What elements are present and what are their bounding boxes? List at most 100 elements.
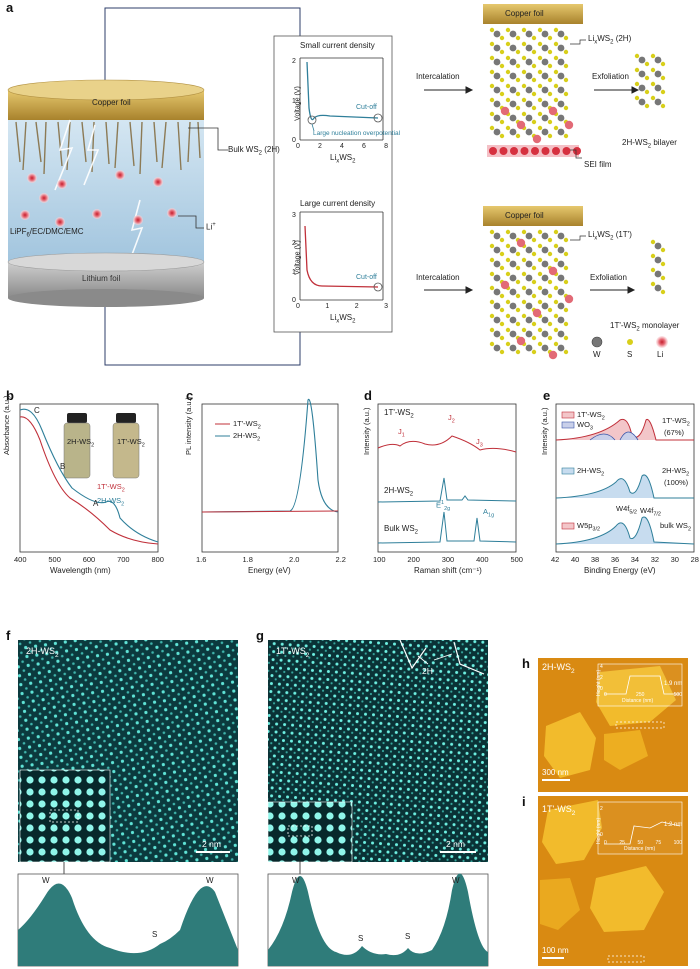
w-atom (493, 58, 501, 66)
li-atom (548, 350, 558, 360)
panel-d-ylabel: Intensity (a.u.) (362, 407, 371, 455)
panel-b-xticks: 400 500 600 700 800 (14, 555, 164, 564)
w-atom (493, 260, 501, 268)
s-atom (563, 91, 569, 97)
peak-a: A (93, 499, 99, 508)
s-atom (531, 265, 537, 271)
bottom-copper-foil (483, 206, 583, 226)
s-atom (553, 41, 559, 47)
profile-f-w1: W (42, 876, 50, 885)
li-atom (562, 147, 571, 155)
s-atom (563, 105, 569, 111)
w-atom (557, 316, 565, 324)
panel-f-label: 2H-WS2 (26, 646, 59, 659)
s-atom (505, 27, 511, 33)
profile-g (268, 873, 488, 966)
curve-d-1t (377, 435, 517, 453)
s-atom (521, 111, 527, 117)
w-atom (525, 44, 533, 52)
w-atom (493, 86, 501, 94)
s-atom (563, 133, 569, 139)
s-atom (531, 335, 537, 341)
s-atom (499, 265, 505, 271)
top-lattice (489, 27, 581, 155)
s-atom (521, 97, 527, 103)
cell-li-ion-label: Li+ (206, 222, 216, 232)
panel-g-scale: 2 nm (446, 839, 465, 849)
bilayer-structure (634, 53, 666, 109)
s-atom (489, 299, 495, 305)
panel-i-inset-xlabel: Distance (nm) (624, 846, 656, 852)
w-atom (509, 232, 517, 240)
w-atom (509, 288, 517, 296)
s-atom (537, 327, 543, 333)
s-atom (547, 279, 553, 285)
w-atom (509, 316, 517, 324)
s-atom (499, 91, 505, 97)
s-atom (537, 55, 543, 61)
bilayer-label: 2H-WS2 bilayer (622, 138, 677, 150)
small-plot-cutoff: Cut-off (356, 104, 377, 111)
s-atom (499, 293, 505, 299)
s-atom (499, 349, 505, 355)
row2-graphic (19, 398, 695, 553)
li-atom (531, 147, 539, 155)
s-atom (489, 243, 495, 249)
s-atom (650, 253, 656, 259)
s-atom (563, 35, 569, 41)
w-atom (557, 30, 565, 38)
monolayer-label: 1T'-WS2 monolayer (610, 321, 680, 333)
afm-inset-h (597, 663, 683, 707)
s-atom (489, 27, 495, 33)
s-atom (660, 103, 666, 109)
panel-i-scale: 100 nm (542, 946, 569, 955)
w4f52-label: W4f5/2 (616, 504, 637, 516)
li-atom (573, 147, 581, 155)
curve-b-2h (19, 408, 159, 543)
s-atom (660, 289, 666, 295)
w-atom (541, 114, 549, 122)
s-atom (547, 307, 553, 313)
s-atom (644, 103, 650, 109)
s-atom (505, 229, 511, 235)
w-atom (525, 114, 533, 122)
panel-h-scale: 300 nm (542, 768, 569, 777)
exfoliation-top: Exfoliation (592, 72, 629, 81)
s-atom (537, 27, 543, 33)
s-atom (644, 61, 650, 67)
sei-label: SEI film (584, 160, 612, 169)
s-atom (644, 75, 650, 81)
large-plot-cutoff: Cut-off (356, 274, 377, 281)
top-copper-foil (483, 4, 583, 24)
panel-label-e: e (543, 388, 551, 403)
w-atom (493, 246, 501, 254)
s-atom (499, 119, 505, 125)
s-atom (531, 49, 537, 55)
w-atom (638, 56, 646, 64)
s-atom (537, 257, 543, 263)
s-atom (634, 53, 640, 59)
xps-bottom (555, 516, 695, 545)
w-atom (525, 288, 533, 296)
panel-h-inset-xlabel: Distance (nm) (622, 698, 654, 704)
w-atom (509, 274, 517, 282)
s-atom (489, 271, 495, 277)
stem-inset-f (19, 769, 111, 863)
profile-g-s2: S (405, 932, 411, 941)
li-atom (541, 147, 550, 155)
legend-w-label: W (593, 350, 601, 359)
s-atom (547, 251, 553, 257)
panel-label-g: g (256, 628, 264, 643)
s-atom (521, 229, 527, 235)
w-atom (541, 72, 549, 80)
vials (63, 413, 140, 479)
w4f72-label: W4f7/2 (640, 506, 661, 518)
profile-g-w2: W (452, 876, 460, 885)
legend-w-atom (591, 336, 603, 348)
w-atom (509, 100, 517, 108)
s-atom (553, 341, 559, 347)
